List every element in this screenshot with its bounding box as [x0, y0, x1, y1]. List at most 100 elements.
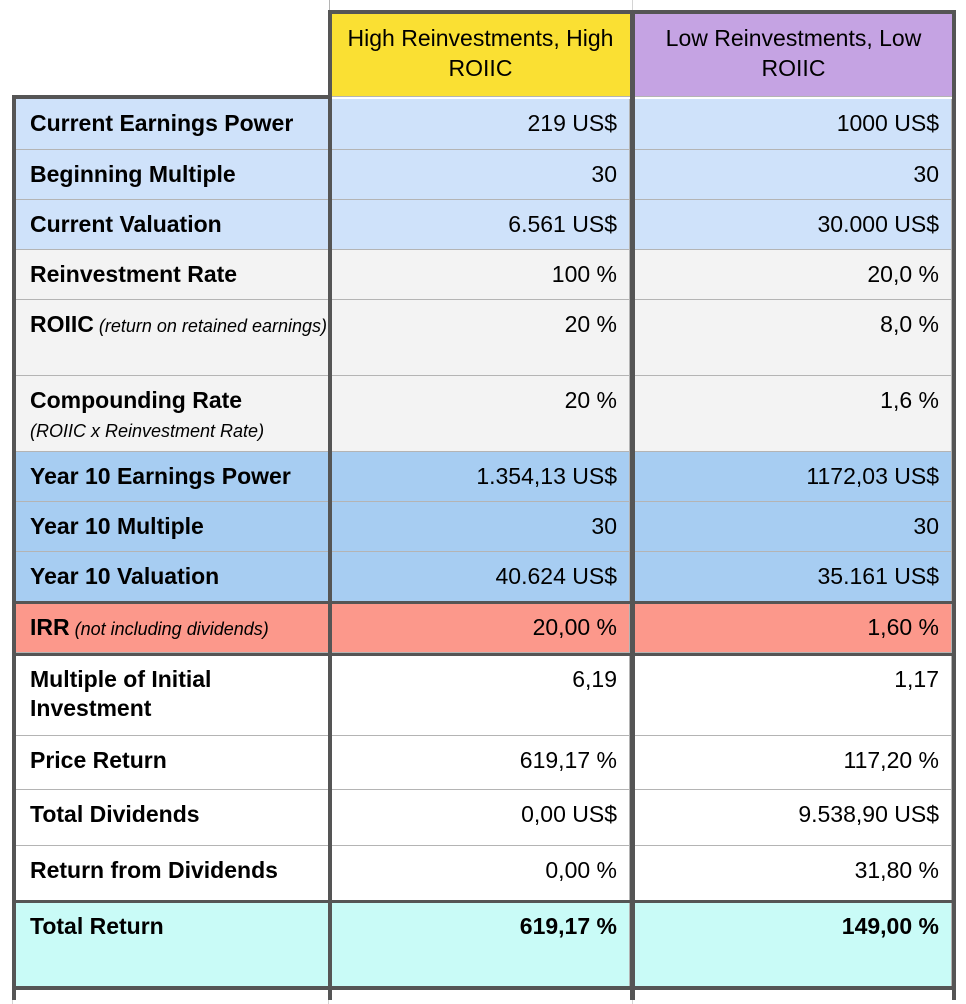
- border-left: [12, 95, 16, 1000]
- value-cell-high[interactable]: 40.624 US$: [332, 552, 630, 602]
- value-cell-high[interactable]: 619,17 %: [332, 736, 630, 790]
- value-high: 0,00 US$: [521, 801, 617, 827]
- row-label-cell[interactable]: Price Return: [16, 736, 330, 790]
- row-label: Multiple of Initial Investment: [30, 666, 212, 721]
- row-label-cell[interactable]: Multiple of Initial Investment: [16, 655, 330, 736]
- row-label: Year 10 Multiple: [30, 513, 204, 539]
- row-label: Current Valuation: [30, 211, 222, 237]
- border-mid-left: [328, 10, 332, 1000]
- value-high: 0,00 %: [545, 857, 617, 883]
- value-cell-low[interactable]: 9.538,90 US$: [635, 790, 952, 846]
- row-label: Total Return: [30, 913, 164, 939]
- row-label-cell[interactable]: Current Valuation: [16, 200, 330, 250]
- value-low: 149,00 %: [841, 913, 939, 939]
- value-cell-high[interactable]: 20 %: [332, 376, 630, 452]
- value-cell-low[interactable]: 1000 US$: [635, 99, 952, 150]
- value-high: 30: [591, 161, 617, 187]
- value-cell-high[interactable]: 100 %: [332, 250, 630, 300]
- value-cell-low[interactable]: 30: [635, 150, 952, 200]
- value-high: 219 US$: [527, 110, 617, 136]
- row-label-cell[interactable]: Year 10 Earnings Power: [16, 452, 330, 502]
- row-label-cell[interactable]: Total Return: [16, 902, 330, 988]
- value-cell-low[interactable]: 1172,03 US$: [635, 452, 952, 502]
- row-label: Year 10 Earnings Power: [30, 463, 291, 489]
- border-label-top: [12, 95, 330, 99]
- value-cell-low[interactable]: 30.000 US$: [635, 200, 952, 250]
- value-cell-low[interactable]: 20,0 %: [635, 250, 952, 300]
- row-label-cell[interactable]: Return from Dividends: [16, 846, 330, 902]
- column-header-high[interactable]: High Reinvestments, High ROIIC: [330, 12, 632, 97]
- value-cell-low[interactable]: 8,0 %: [635, 300, 952, 376]
- border-irr-top: [12, 601, 956, 604]
- column-header-high-label: High Reinvestments, High ROIIC: [347, 25, 614, 81]
- border-irr-bottom: [12, 653, 956, 656]
- value-high: 1.354,13 US$: [476, 463, 617, 489]
- value-low: 1000 US$: [836, 110, 939, 136]
- value-cell-low[interactable]: 117,20 %: [635, 736, 952, 790]
- value-cell-high[interactable]: 619,17 %: [332, 902, 630, 988]
- value-low: 30.000 US$: [817, 211, 939, 237]
- row-label: ROIIC: [30, 311, 94, 337]
- value-high: 100 %: [551, 261, 617, 287]
- row-label: IRR: [30, 614, 70, 640]
- value-cell-high[interactable]: 20 %: [332, 300, 630, 376]
- row-label-cell[interactable]: Year 10 Valuation: [16, 552, 330, 602]
- value-cell-low[interactable]: 1,17: [635, 655, 952, 736]
- value-low: 1,6 %: [880, 387, 939, 413]
- value-cell-high[interactable]: 0,00 US$: [332, 790, 630, 846]
- row-label-cell[interactable]: Reinvestment Rate: [16, 250, 330, 300]
- row-label: Current Earnings Power: [30, 110, 294, 136]
- value-cell-low[interactable]: 30: [635, 502, 952, 552]
- value-low: 8,0 %: [880, 311, 939, 337]
- value-high: 619,17 %: [519, 747, 617, 773]
- value-high: 40.624 US$: [495, 563, 617, 589]
- corner-cell[interactable]: [12, 0, 330, 97]
- value-cell-high[interactable]: 6,19: [332, 655, 630, 736]
- value-high: 20 %: [564, 387, 617, 413]
- value-low: 30: [913, 513, 939, 539]
- value-low: 117,20 %: [843, 747, 939, 773]
- row-label-cell[interactable]: Year 10 Multiple: [16, 502, 330, 552]
- row-label-note: (ROIIC x Reinvestment Rate): [30, 421, 265, 441]
- value-low: 31,80 %: [854, 857, 939, 883]
- value-low: 9.538,90 US$: [798, 801, 939, 827]
- value-low: 20,0 %: [867, 261, 939, 287]
- row-label: Reinvestment Rate: [30, 261, 238, 287]
- value-low: 1172,03 US$: [806, 463, 939, 489]
- row-label: Beginning Multiple: [30, 161, 236, 187]
- value-cell-high[interactable]: 0,00 %: [332, 846, 630, 902]
- value-cell-high[interactable]: 6.561 US$: [332, 200, 630, 250]
- row-label-cell[interactable]: Total Dividends: [16, 790, 330, 846]
- value-cell-low[interactable]: 1,60 %: [635, 603, 952, 653]
- row-label-cell[interactable]: Compounding Rate (ROIIC x Reinvestment Ra…: [16, 376, 330, 452]
- value-cell-high[interactable]: 219 US$: [332, 99, 630, 150]
- row-label-note: (return on retained earnings): [93, 316, 328, 336]
- row-label-note: (not including dividends): [69, 619, 269, 639]
- value-low: 1,60 %: [867, 614, 939, 640]
- row-label-cell[interactable]: IRR (not including dividends): [16, 603, 330, 653]
- row-label-cell[interactable]: Beginning Multiple: [16, 150, 330, 200]
- value-cell-low[interactable]: 35.161 US$: [635, 552, 952, 602]
- row-label-cell[interactable]: ROIIC (return on retained earnings): [16, 300, 330, 376]
- row-label-cell[interactable]: Current Earnings Power: [16, 99, 330, 150]
- value-cell-high[interactable]: 1.354,13 US$: [332, 452, 630, 502]
- value-cell-low[interactable]: 31,80 %: [635, 846, 952, 902]
- value-high: 20,00 %: [532, 614, 617, 640]
- border-right: [952, 10, 956, 1000]
- row-label: Year 10 Valuation: [30, 563, 220, 589]
- value-cell-high[interactable]: 30: [332, 150, 630, 200]
- value-cell-low[interactable]: 149,00 %: [635, 902, 952, 988]
- value-low: 1,17: [894, 666, 939, 692]
- border-mid: [630, 10, 635, 1000]
- column-header-low[interactable]: Low Reinvestments, Low ROIIC: [634, 12, 954, 97]
- row-label: Total Dividends: [30, 801, 200, 827]
- value-cell-low[interactable]: 1,6 %: [635, 376, 952, 452]
- column-header-low-label: Low Reinvestments, Low ROIIC: [665, 25, 922, 81]
- value-high: 619,17 %: [519, 913, 617, 939]
- value-low: 30: [913, 161, 939, 187]
- value-high: 6,19: [572, 666, 617, 692]
- border-top: [328, 10, 956, 14]
- value-cell-high[interactable]: 20,00 %: [332, 603, 630, 653]
- value-cell-high[interactable]: 30: [332, 502, 630, 552]
- value-high: 30: [591, 513, 617, 539]
